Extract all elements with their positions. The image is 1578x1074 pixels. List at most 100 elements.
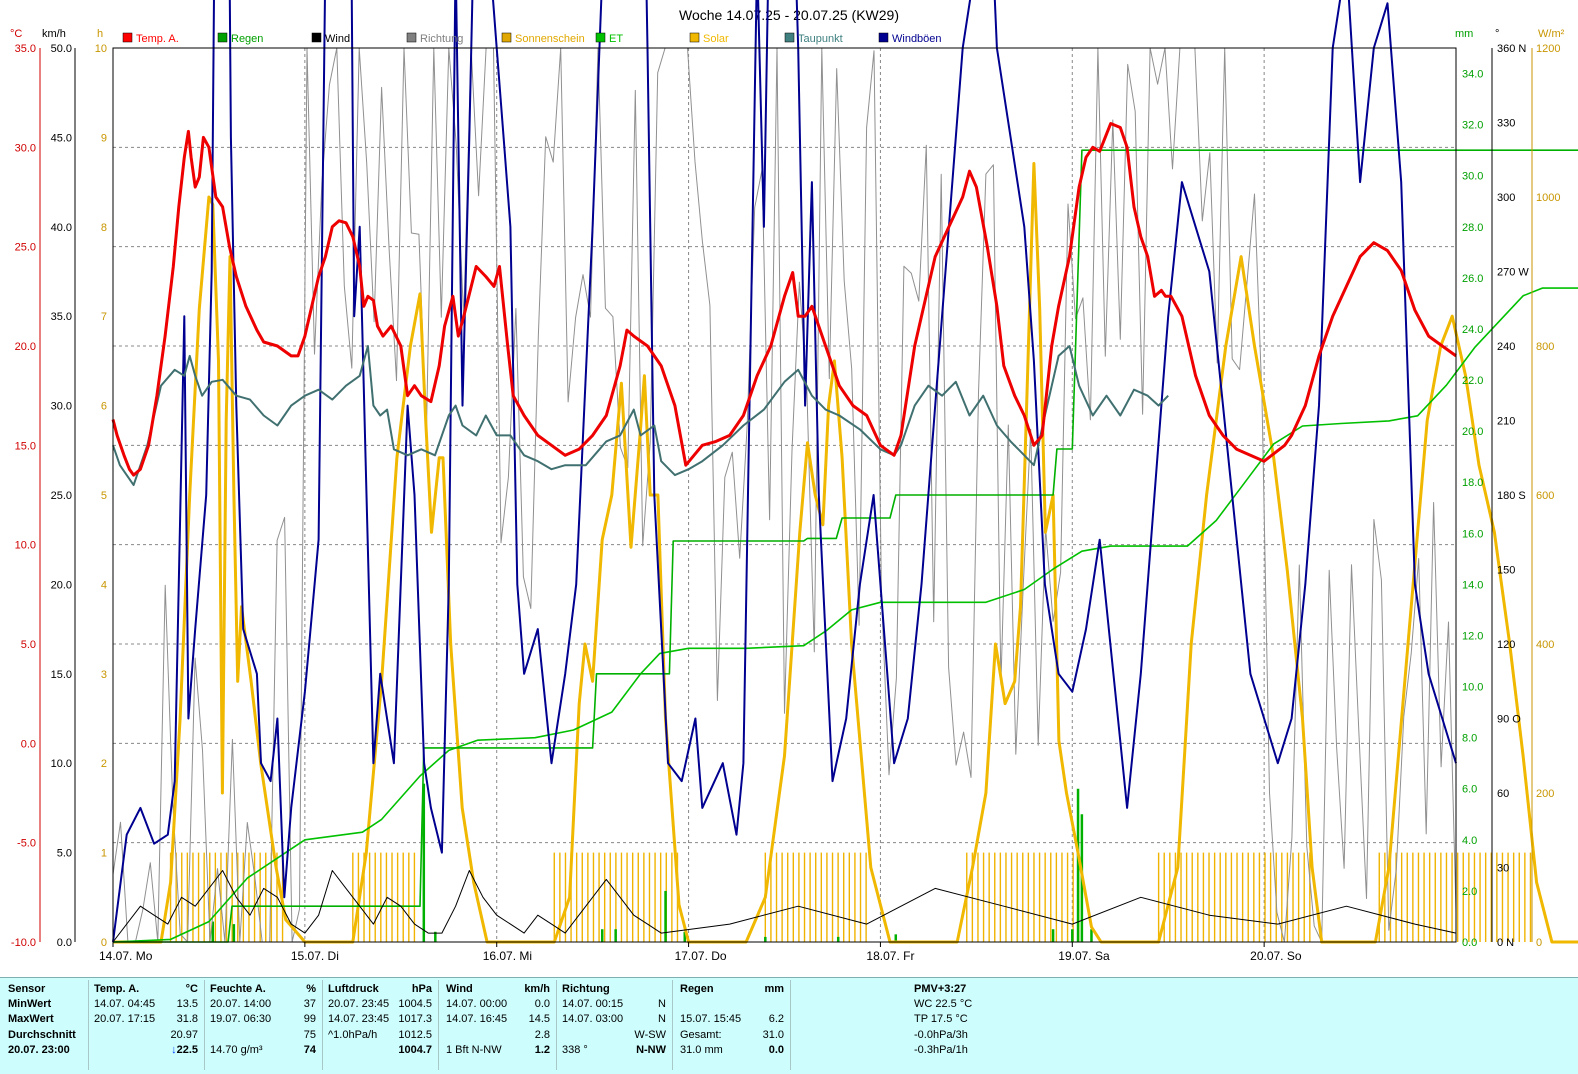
rain-tick: 2.0 xyxy=(1462,886,1477,898)
day-label: 18.07. Fr xyxy=(866,949,914,963)
direction-tick: 300 xyxy=(1497,192,1515,204)
press-min-time: 20.07. 23:45 xyxy=(328,998,390,1011)
sun-tick: 3 xyxy=(101,669,107,681)
direction-tick: 90 O xyxy=(1497,714,1521,726)
day-label: 16.07. Mi xyxy=(483,949,532,963)
temp-tick: 5.0 xyxy=(21,639,36,651)
now-label: 20.07. 23:00 xyxy=(8,1043,70,1056)
direction-tick: 270 W xyxy=(1497,267,1529,279)
rain-now: 0.0 xyxy=(768,1043,784,1056)
legend-label: Richtung xyxy=(420,33,463,45)
wind-now: 1.2 xyxy=(534,1043,550,1056)
pmv-pressure-1h: -0.3hPa/1h xyxy=(914,1043,968,1056)
wind-tick: 15.0 xyxy=(51,669,72,681)
temp-max-value: 31.8 xyxy=(176,1013,198,1026)
sun-tick: 10 xyxy=(95,43,107,55)
direction-tick: 60 xyxy=(1497,788,1509,800)
solar-tick: 1200 xyxy=(1536,43,1560,55)
temp-avg: 20.97 xyxy=(170,1028,198,1041)
chart-title: Woche 14.07.25 - 20.07.25 (KW29) xyxy=(679,7,899,23)
solar-tick: 200 xyxy=(1536,788,1554,800)
solar-tick: 600 xyxy=(1536,490,1554,502)
rain-tick: 16.0 xyxy=(1462,528,1483,540)
rain-header: Regen xyxy=(680,983,714,995)
hum-absolute: 14.70 g/m³ xyxy=(210,1043,263,1056)
dir-degrees: 338 ° xyxy=(562,1043,588,1056)
direction-unit-label: ° xyxy=(1495,28,1499,40)
legend-label: Sonnenschein xyxy=(515,33,585,45)
temp-tick: 15.0 xyxy=(15,440,36,452)
solar-unit-label: W/m² xyxy=(1538,28,1565,40)
rain-total-label: Gesamt: xyxy=(680,1028,722,1041)
sensor-column: Sensor MinWert MaxWert Durchschnitt 20.0… xyxy=(8,982,86,1058)
legend-label: ET xyxy=(609,33,623,45)
summary-panel: Sensor MinWert MaxWert Durchschnitt 20.0… xyxy=(0,977,1578,1074)
legend: Temp. A. Regen Wind Richtung Sonnenschein ET S… xyxy=(122,32,942,45)
rain-tick: 24.0 xyxy=(1462,324,1483,336)
temp-now: 22.5 xyxy=(176,1043,198,1056)
legend-swatch xyxy=(784,32,795,43)
legend-swatch xyxy=(406,32,417,43)
rain-tick: 14.0 xyxy=(1462,579,1483,591)
press-max-value: 1017.3 xyxy=(398,1013,432,1026)
rain-tick: 12.0 xyxy=(1462,630,1483,642)
direction-tick: 360 N xyxy=(1497,43,1526,55)
wind-tick: 45.0 xyxy=(51,132,72,144)
axes: 35.030.025.020.015.010.05.00.0-5.0-10.05… xyxy=(10,28,1565,963)
rain-tick: 20.0 xyxy=(1462,426,1483,438)
press-now: 1004.7 xyxy=(398,1043,432,1056)
solar-tick: 1000 xyxy=(1536,192,1560,204)
gust-line xyxy=(112,0,1457,943)
rain-tick: 30.0 xyxy=(1462,171,1483,183)
day-label: 15.07. Di xyxy=(291,949,339,963)
legend-swatch xyxy=(217,32,228,43)
wind-tick: 50.0 xyxy=(51,43,72,55)
direction-column: Richtung 14.07. 00:15 N 14.07. 03:00 N W-S… xyxy=(562,982,666,1058)
dir-header: Richtung xyxy=(562,983,610,995)
press-avg: 1012.5 xyxy=(398,1028,432,1041)
temp-min-time: 14.07. 04:45 xyxy=(94,998,156,1011)
plot-frame xyxy=(112,47,1457,943)
wind-tick: 30.0 xyxy=(51,401,72,413)
hum-max-value: 99 xyxy=(303,1013,316,1026)
temp-min-value: 13.5 xyxy=(176,998,198,1011)
wind-tick: 25.0 xyxy=(51,490,72,502)
legend-label: Solar xyxy=(703,33,729,45)
wind-min-value: 0.0 xyxy=(534,998,550,1011)
hum-now: 74 xyxy=(303,1043,316,1056)
temp-tick: 20.0 xyxy=(15,341,36,353)
dewpoint-line xyxy=(112,345,1169,487)
dir-min-time: 14.07. 00:15 xyxy=(562,998,624,1011)
legend-item: Sonnenschein xyxy=(501,32,585,45)
temperature-line xyxy=(111,122,1457,477)
rain-unit-label: mm xyxy=(1455,28,1473,40)
max-label: MaxWert xyxy=(8,1013,54,1026)
legend-swatch xyxy=(122,32,133,43)
legend-label: Temp. A. xyxy=(136,33,179,45)
press-max-time: 14.07. 23:45 xyxy=(328,1013,390,1026)
sun-unit-label: h xyxy=(97,28,103,40)
legend-item: Regen xyxy=(217,32,263,45)
press-trend-rate: ^1.0hPa/h xyxy=(328,1028,378,1041)
wind-beaufort: 1 Bft N-NW xyxy=(446,1043,502,1056)
rain-tick: 18.0 xyxy=(1462,477,1483,489)
legend-item: Richtung xyxy=(406,32,463,45)
direction-tick: 180 S xyxy=(1497,490,1526,502)
rain-column: Regen mm 15.07. 15:45 6.2 Gesamt: 31.0 31.0… xyxy=(680,982,784,1058)
hum-unit: % xyxy=(306,983,316,995)
dir-min-value: N xyxy=(658,998,666,1011)
dir-max-time: 14.07. 03:00 xyxy=(562,1013,624,1026)
press-unit: hPa xyxy=(411,983,432,995)
temp-tick: 0.0 xyxy=(21,738,36,750)
hum-header: Feuchte A. xyxy=(210,983,266,995)
temp-tick: 10.0 xyxy=(15,540,36,552)
legend-item: Temp. A. xyxy=(122,32,179,45)
legend-item: Windböen xyxy=(878,32,942,45)
sun-tick: 8 xyxy=(101,222,107,234)
wind-tick: 40.0 xyxy=(51,222,72,234)
temp-unit: °C xyxy=(185,983,198,995)
sun-tick: 4 xyxy=(101,579,107,591)
direction-tick: 150 xyxy=(1497,565,1515,577)
day-label: 17.07. Do xyxy=(675,949,727,963)
wind-tick: 0.0 xyxy=(57,937,72,949)
